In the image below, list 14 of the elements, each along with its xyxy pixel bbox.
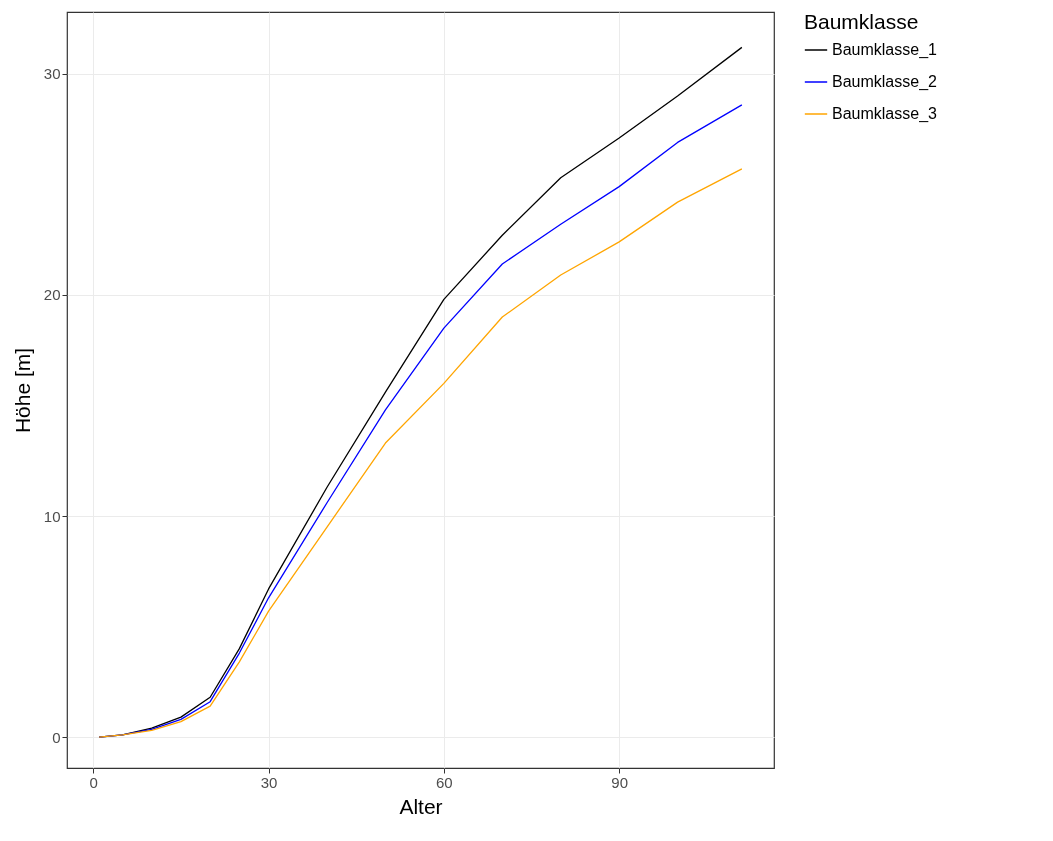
y-tick-label: 0 <box>52 728 61 746</box>
y-tick-label: 10 <box>43 507 61 525</box>
legend-label: Baumklasse_2 <box>832 73 938 91</box>
legend-label: Baumklasse_1 <box>832 41 938 59</box>
legend-label: Baumklasse_3 <box>832 105 938 123</box>
x-tick-label: 90 <box>611 773 628 791</box>
x-tick-label: 0 <box>89 773 98 791</box>
y-axis-title: Höhe [m] <box>10 347 34 434</box>
x-axis-title: Alter <box>399 794 443 818</box>
legend-title: Baumklasse <box>804 10 919 33</box>
x-tick-label: 60 <box>436 773 453 791</box>
y-tick-label: 30 <box>43 65 61 83</box>
y-tick-label: 20 <box>43 286 61 304</box>
x-tick-label: 30 <box>260 773 278 791</box>
